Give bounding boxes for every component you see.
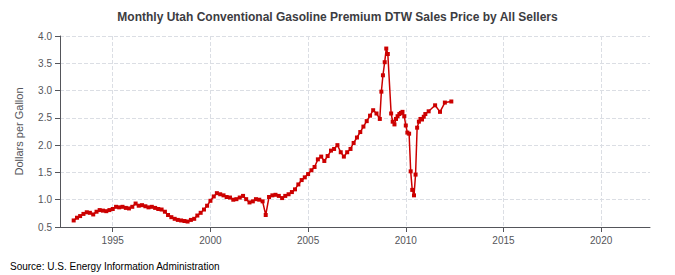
svg-text:2010: 2010 <box>395 235 418 246</box>
svg-text:2015: 2015 <box>492 235 515 246</box>
svg-text:Dollars per Gallon: Dollars per Gallon <box>13 87 25 175</box>
svg-text:2.5: 2.5 <box>38 112 52 123</box>
svg-text:2.0: 2.0 <box>38 140 52 151</box>
svg-text:2020: 2020 <box>590 235 613 246</box>
svg-text:2000: 2000 <box>199 235 222 246</box>
svg-text:1995: 1995 <box>102 235 125 246</box>
svg-text:1.5: 1.5 <box>38 167 52 178</box>
svg-text:3.5: 3.5 <box>38 58 52 69</box>
svg-text:4.0: 4.0 <box>38 31 52 42</box>
svg-text:1.0: 1.0 <box>38 194 52 205</box>
svg-text:3.0: 3.0 <box>38 85 52 96</box>
svg-text:Source: U.S. Energy Informatio: Source: U.S. Energy Information Administ… <box>10 261 220 272</box>
svg-text:0.5: 0.5 <box>38 222 52 233</box>
svg-text:Monthly Utah Conventional Gaso: Monthly Utah Conventional Gasoline Premi… <box>117 10 558 24</box>
svg-text:2005: 2005 <box>297 235 320 246</box>
